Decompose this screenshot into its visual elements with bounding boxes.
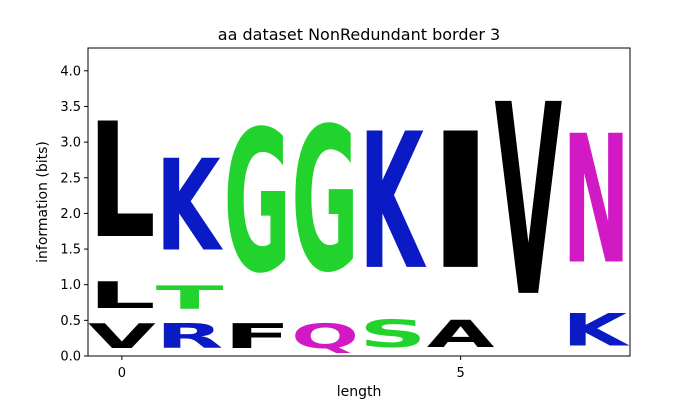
y-tick-label: 3.5	[60, 100, 81, 115]
logo-letter-v: V	[88, 317, 156, 356]
logo-letter-n: N	[562, 98, 630, 304]
logo-letter-s: S	[359, 312, 427, 356]
logo-letter-l: L	[88, 274, 156, 317]
logo-letter-g: G	[224, 90, 292, 317]
y-axis-label: information (bits)	[35, 141, 51, 263]
y-tick-label: 0.0	[60, 350, 81, 365]
plot-frame	[87, 47, 631, 357]
y-tick-label: 0.5	[60, 314, 81, 329]
y-tick-label: 4.0	[60, 64, 81, 79]
plot-background	[88, 48, 630, 356]
x-tick-label: 5	[456, 366, 464, 381]
logo-letter-t: T	[156, 280, 224, 317]
logo-letter-k: K	[359, 95, 427, 312]
logo-letter-a: A	[427, 312, 495, 356]
x-tick-label: 0	[118, 366, 126, 381]
logo-letter-q: Q	[291, 317, 359, 356]
y-tick-label: 2.5	[60, 171, 81, 186]
y-tick-label: 3.0	[60, 136, 81, 151]
logo-letter-f: F	[224, 317, 292, 356]
y-tick-label: 1.0	[60, 278, 81, 293]
logo-letter-k: K	[156, 134, 223, 280]
y-tick-label: 2.0	[60, 207, 81, 222]
x-axis-label: length	[337, 384, 382, 400]
logo-letter-r: R	[156, 317, 224, 356]
chart-title: aa dataset NonRedundant border 3	[218, 25, 500, 44]
y-axis: 0.0 0.5 1.0 1.5 2.0 2.5 3.0 3.5 4.0	[60, 64, 88, 365]
logo-letter-g: G	[291, 85, 359, 316]
logo-letter-v: V	[495, 50, 563, 356]
logo-letter-l: L	[88, 89, 156, 273]
logo-letter-i: I	[427, 94, 495, 312]
y-tick-label: 1.5	[60, 243, 81, 258]
logo-letter-k: K	[562, 304, 629, 356]
